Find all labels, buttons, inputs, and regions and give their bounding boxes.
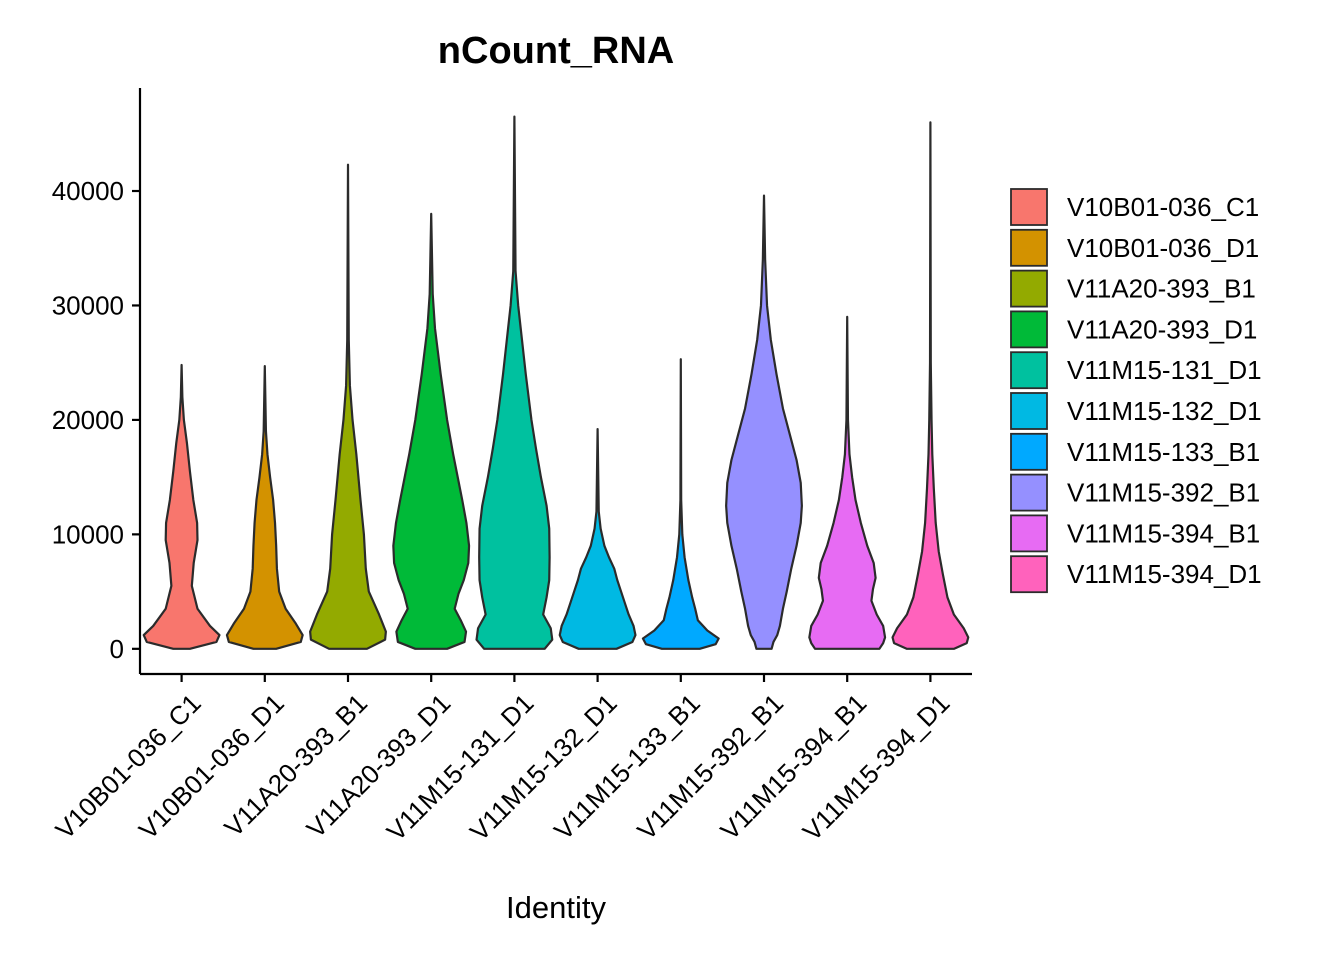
x-axis-title: Identity	[506, 890, 606, 925]
legend-swatch	[1010, 514, 1048, 553]
violin-V11M15-392_B1	[725, 194, 803, 650]
violin-V11M15-394_B1	[808, 315, 887, 650]
x-tick-label: V11A20-393_B1	[218, 688, 373, 843]
legend-label: V10B01-036_C1	[1067, 192, 1259, 222]
x-tick-label: V10B01-036_C1	[50, 688, 207, 845]
violin-V11A20-393_D1	[392, 212, 471, 650]
violin-V11A20-393_B1	[309, 163, 387, 650]
violin-V11M15-131_D1	[475, 115, 554, 650]
violin-V11M15-394_D1	[891, 121, 970, 650]
legend-label: V11A20-393_B1	[1067, 274, 1256, 304]
y-tick-label: 40000	[52, 176, 124, 206]
legend-swatch	[1010, 351, 1048, 390]
y-tick-label: 10000	[52, 519, 124, 549]
y-tick-label: 30000	[52, 290, 124, 320]
y-tick-label: 20000	[52, 405, 124, 435]
legend-label: V11M15-394_B1	[1067, 518, 1260, 548]
legend-label: V11M15-392_B1	[1067, 478, 1260, 508]
legend-swatch	[1010, 473, 1048, 512]
legend-label: V11M15-131_D1	[1067, 355, 1262, 385]
x-tick-label: V11M15-394_B1	[714, 688, 872, 846]
legend-swatch	[1010, 310, 1048, 349]
violin-V10B01-036_D1	[225, 365, 304, 650]
x-tick-label: V11M15-394_D1	[797, 688, 956, 847]
violin-V11M15-133_B1	[641, 358, 720, 650]
x-axis: V10B01-036_C1V10B01-036_D1V11A20-393_B1V…	[50, 672, 972, 847]
x-tick-label: V10B01-036_D1	[133, 688, 290, 845]
legend-swatch	[1010, 392, 1048, 430]
legend-label: V11M15-394_D1	[1067, 559, 1262, 589]
x-tick-label: V11M15-392_B1	[631, 688, 789, 846]
legend-label: V11M15-133_B1	[1067, 437, 1260, 467]
y-axis: 0 10000 20000 30000 40000	[52, 88, 142, 674]
legend: V10B01-036_C1 V10B01-036_D1 V11A20-393_B1 V…	[1010, 188, 1262, 594]
legend-label: V11A20-393_D1	[1067, 314, 1257, 344]
legend-swatch	[1010, 269, 1048, 308]
legend-swatch	[1010, 188, 1048, 226]
x-tick-label: V11A20-393_D1	[301, 688, 457, 844]
legend-swatch	[1010, 555, 1048, 594]
legend-swatch	[1010, 432, 1048, 471]
x-tick-label: V11M15-133_B1	[548, 688, 706, 846]
y-tick-label: 0	[110, 634, 124, 664]
violin-V11M15-132_D1	[558, 427, 637, 650]
violin-V10B01-036_C1	[142, 363, 221, 650]
x-tick-label: V11M15-132_D1	[464, 688, 623, 847]
x-tick-label: V11M15-131_D1	[381, 688, 540, 847]
legend-swatch	[1010, 228, 1048, 267]
plot-area	[142, 115, 970, 650]
legend-label: V11M15-132_D1	[1067, 396, 1262, 426]
legend-label: V10B01-036_D1	[1067, 233, 1259, 263]
chart-title: nCount_RNA	[438, 30, 674, 72]
